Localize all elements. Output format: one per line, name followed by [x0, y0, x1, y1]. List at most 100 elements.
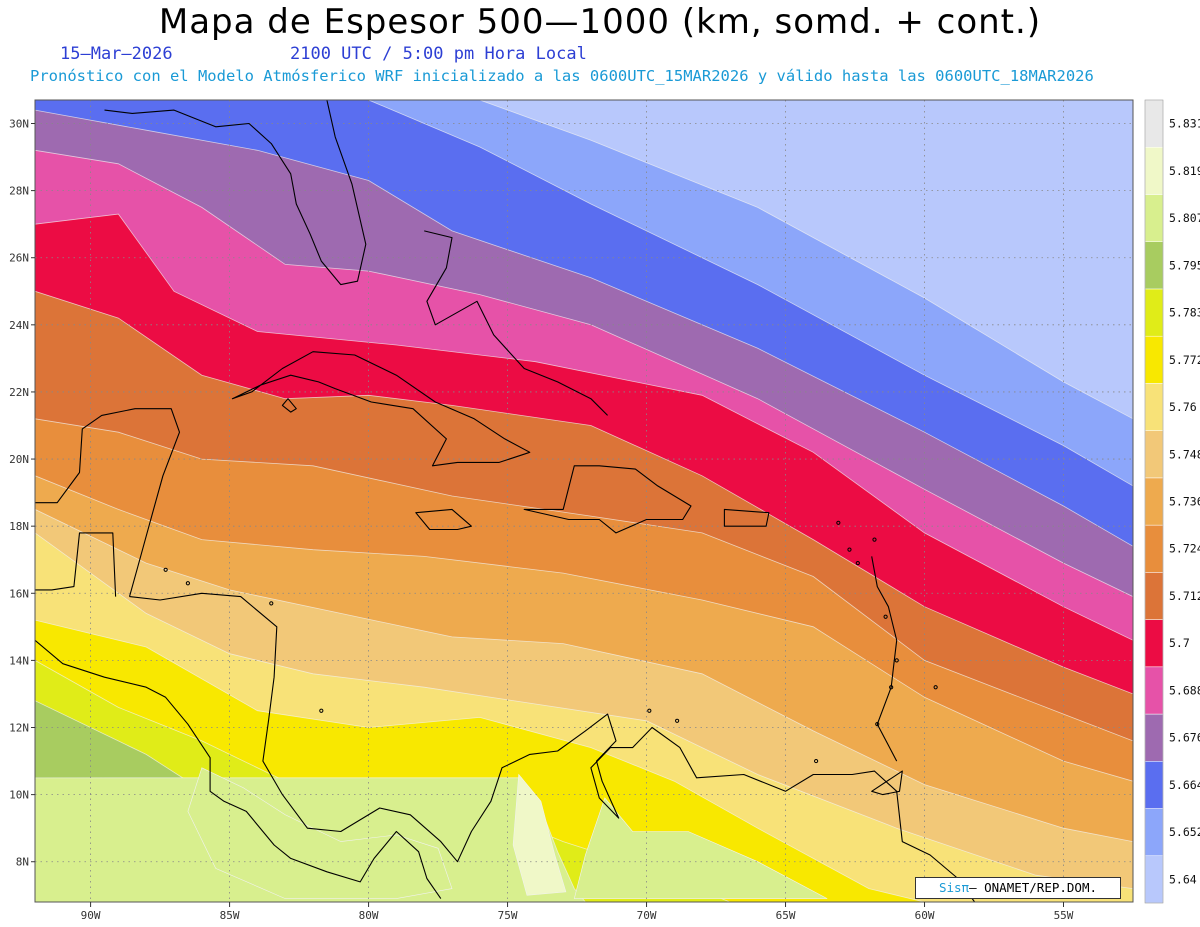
colorbar-swatch	[1144, 241, 1164, 290]
colorbar-legend: 5.64 5.652 5.664 5.676 5.688 5.7 5.712 5.724 5.7…	[1144, 99, 1200, 904]
thickness-shading	[35, 100, 1133, 902]
lon-tick-label: 80W	[359, 909, 379, 922]
cuba-outline	[231, 351, 531, 467]
colorbar-swatch	[1144, 99, 1164, 148]
colorbar-swatch	[1144, 383, 1164, 431]
lat-lon-grid	[35, 100, 1133, 902]
island-marker	[269, 601, 274, 606]
colorbar-swatch	[1144, 146, 1164, 195]
island-marker	[855, 560, 860, 566]
colorbar-label: 5.64	[1169, 872, 1197, 886]
bahamas-chain	[424, 230, 608, 416]
map-frame	[34, 99, 1134, 903]
colorbar-label: 5.652	[1169, 825, 1200, 839]
florida-gulf-coast	[104, 100, 367, 286]
lat-tick-label: 22N	[9, 386, 29, 399]
axis-ticks: 90W 85W 80W 75W 70W 65W 60W 55W 8N 10N 12N 14N 16N 18…	[9, 117, 1074, 922]
island-marker	[836, 520, 841, 525]
lat-tick-label: 10N	[9, 789, 29, 802]
colorbar-label: 5.748	[1169, 447, 1200, 461]
guatemala-border	[35, 532, 117, 597]
lat-tick-label: 18N	[9, 520, 29, 533]
colorbar-label: 5.819	[1169, 164, 1200, 178]
lat-tick-label: 14N	[9, 654, 29, 667]
sispi-logo-text: Sisπ	[938, 880, 970, 895]
colorbar-swatch	[1144, 288, 1164, 337]
colorbar-swatch	[1144, 666, 1164, 715]
lat-tick-label: 16N	[9, 587, 29, 600]
colorbar-label: 5.772	[1169, 353, 1200, 367]
island-marker	[319, 708, 324, 713]
colorbar-swatch	[1144, 619, 1164, 668]
colorbar-swatch	[1144, 572, 1164, 620]
puerto-rico-outline	[723, 508, 770, 527]
jamaica-outline	[415, 508, 472, 531]
island-marker	[872, 537, 877, 542]
forecast-date: 15—Mar—2026	[60, 44, 173, 64]
isla-juventud	[281, 398, 297, 413]
lon-tick-label: 55W	[1054, 909, 1074, 922]
lon-tick-label: 85W	[220, 909, 240, 922]
lon-tick-label: 75W	[498, 909, 518, 922]
model-info-line: Pronóstico con el Modelo Atmósferico WRF…	[30, 67, 1094, 85]
island-marker	[647, 708, 652, 713]
coastlines	[35, 100, 976, 902]
lon-tick-label: 70W	[637, 909, 657, 922]
colorbar-swatch	[1144, 477, 1164, 526]
band-green-isthmus	[187, 767, 453, 899]
island-marker	[675, 718, 680, 723]
colorbar-label: 5.676	[1169, 731, 1200, 745]
central-america-pacific-coast	[35, 639, 442, 899]
colorbar-label: 5.831	[1169, 117, 1200, 131]
colorbar-swatch	[1144, 194, 1164, 242]
lat-tick-label: 26N	[9, 252, 29, 265]
colorbar-swatch	[1144, 524, 1164, 573]
lat-tick-label: 12N	[9, 722, 29, 735]
colorbar-label: 5.736	[1169, 495, 1200, 509]
credit-box: Sisπ– ONAMET/REP.DOM.	[915, 877, 1121, 899]
lat-tick-label: 30N	[9, 117, 29, 130]
island-marker	[185, 581, 190, 586]
colorbar-label: 5.664	[1169, 778, 1200, 792]
island-marker	[894, 658, 899, 663]
colorbar-swatch	[1144, 430, 1164, 479]
colorbar-label: 5.712	[1169, 589, 1200, 603]
colorbar-swatch	[1144, 761, 1164, 809]
lat-tick-label: 28N	[9, 185, 29, 198]
colorbar-label: 5.783	[1169, 306, 1200, 320]
lon-tick-label: 60W	[915, 909, 935, 922]
island-marker	[163, 567, 168, 572]
central-south-america-caribbean-coast	[129, 592, 976, 902]
island-marker	[875, 722, 880, 727]
colorbar-label: 5.795	[1169, 258, 1200, 272]
band-pale-colombia	[512, 773, 567, 896]
colorbar-label: 5.724	[1169, 542, 1200, 556]
colorbar-swatch	[1144, 713, 1164, 762]
colorbar-swatch	[1144, 855, 1164, 904]
credit-org: – ONAMET/REP.DOM.	[969, 880, 1098, 895]
lesser-antilles-arc	[871, 556, 898, 762]
island-marker	[814, 758, 819, 764]
lat-tick-label: 20N	[9, 453, 29, 466]
lon-tick-label: 65W	[776, 909, 796, 922]
map-title: Mapa de Espesor 500—1000 (km, somd. + co…	[158, 2, 1042, 42]
hispaniola-outline	[523, 465, 692, 534]
lat-tick-label: 8N	[16, 856, 29, 869]
colorbar-label: 5.7	[1169, 636, 1190, 650]
colorbar-label: 5.76	[1169, 400, 1197, 414]
trinidad-outline	[871, 770, 903, 796]
island-marker	[847, 547, 852, 552]
island-marker	[889, 685, 894, 690]
lat-tick-label: 24N	[9, 319, 29, 332]
band-green-venezuela	[573, 797, 828, 899]
colorbar-label: 5.688	[1169, 683, 1200, 697]
island-marker	[883, 614, 888, 619]
colorbar-label: 5.807	[1169, 211, 1200, 225]
forecast-time: 2100 UTC / 5:00 pm Hora Local	[290, 44, 587, 64]
colorbar-swatch	[1144, 335, 1164, 384]
colorbar-swatch	[1144, 808, 1164, 857]
yucatan-coast	[35, 408, 181, 597]
island-marker	[933, 685, 938, 690]
lon-tick-label: 90W	[81, 909, 101, 922]
